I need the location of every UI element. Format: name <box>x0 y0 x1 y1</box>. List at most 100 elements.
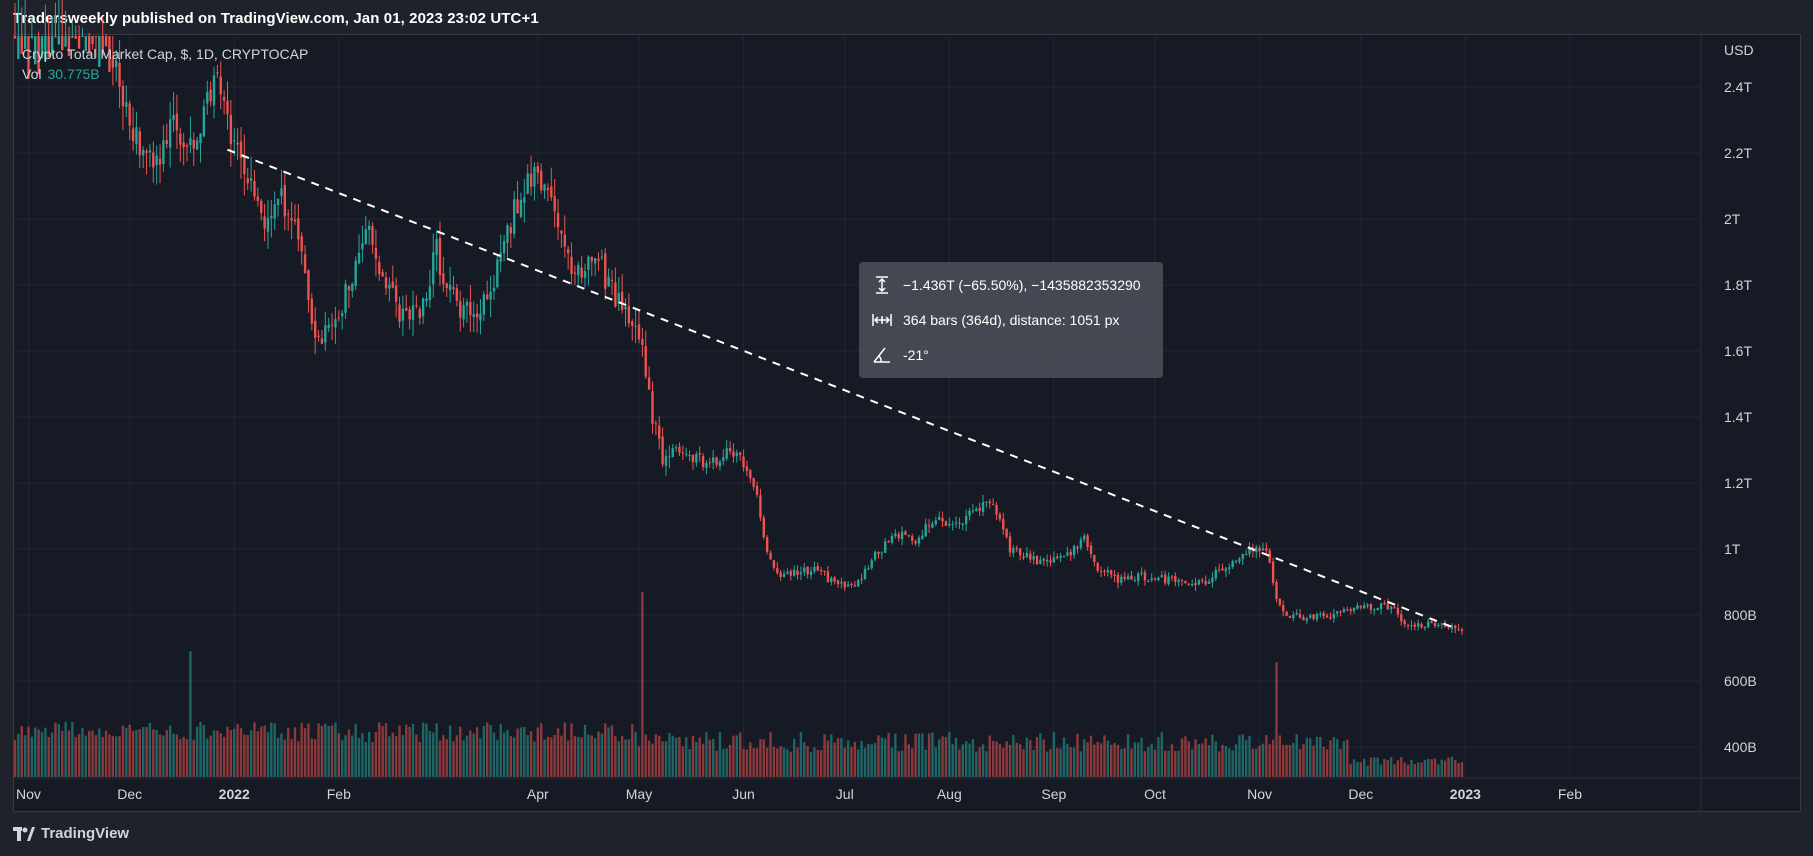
volume-bar <box>789 751 792 777</box>
candle-body <box>853 585 857 587</box>
candle-body <box>509 227 513 234</box>
time-tick-label: 2023 <box>1450 786 1481 802</box>
volume-bar <box>529 731 533 777</box>
volume-bar <box>870 744 873 777</box>
trendline[interactable] <box>227 148 1456 630</box>
volume-bar <box>641 592 644 777</box>
candle-body <box>914 540 917 544</box>
volume-bar <box>297 741 300 777</box>
volume-bar <box>1319 736 1322 777</box>
candle-body <box>64 36 67 47</box>
time-axis[interactable]: Nov Dec 2022 Feb Apr May Jun Jul Aug Sep Oct Nov Dec… <box>16 786 1582 802</box>
candle-body <box>809 571 813 576</box>
candle-body <box>482 294 486 315</box>
candle-body <box>40 36 44 59</box>
price-axis[interactable]: 2.4T 2.2T 2T 1.8T 1.6T 1.4T 1.2T 1T 800B 600B 400B <box>1724 79 1757 755</box>
volume-bar <box>1322 746 1325 777</box>
volume-bar <box>823 734 826 777</box>
volume-bar <box>1133 742 1137 777</box>
candle-body <box>324 325 327 343</box>
candle-body <box>179 133 182 145</box>
candle-body <box>1228 567 1231 570</box>
volume-bar <box>1140 737 1143 777</box>
candle-body <box>759 495 762 518</box>
volume-bar <box>894 733 897 777</box>
tradingview-brand[interactable]: TradingView <box>13 825 129 842</box>
volume-bar <box>523 726 526 777</box>
volume-bar <box>799 732 803 777</box>
candle-body <box>314 320 317 338</box>
candle-body <box>435 239 438 256</box>
candle-body <box>1089 545 1093 555</box>
volume-bar <box>887 732 890 777</box>
volume-bar <box>1066 743 1069 777</box>
candle-body <box>1322 613 1325 617</box>
volume-bar <box>843 747 846 777</box>
candle-body <box>985 501 988 503</box>
candle-body <box>924 524 927 537</box>
volume-bar <box>111 735 114 777</box>
volume-bar <box>145 727 148 777</box>
volume-bar <box>1389 757 1393 777</box>
candle-body <box>742 456 745 468</box>
volume-bar <box>968 743 971 777</box>
volume-bar <box>54 722 57 777</box>
candle-body <box>172 115 175 121</box>
candle-body <box>290 218 293 221</box>
candle-body <box>658 425 661 439</box>
candle-body <box>317 335 320 337</box>
volume-bar <box>1440 759 1443 777</box>
volume-bar <box>1433 758 1437 777</box>
volume-bar <box>1069 747 1072 777</box>
volume-bar <box>1332 737 1336 777</box>
volume-bar <box>813 747 816 777</box>
candle-body <box>462 305 465 320</box>
candle-body <box>1268 550 1271 563</box>
volume-bar <box>1363 758 1366 777</box>
candle-body <box>1349 609 1352 612</box>
volume-bar <box>445 739 448 777</box>
candle-body <box>1393 607 1396 609</box>
candle-body <box>890 535 894 543</box>
candle-body <box>30 36 34 39</box>
candle-body <box>506 225 509 243</box>
candle-body <box>1224 568 1228 572</box>
candle-body <box>145 151 148 153</box>
candle-body <box>1325 615 1329 618</box>
candle-body <box>1059 555 1062 558</box>
volume-bar <box>50 732 54 777</box>
volume-bar <box>607 727 610 777</box>
volume-bar <box>836 737 840 777</box>
time-tick-label: Apr <box>527 786 549 802</box>
volume-bar <box>1086 742 1089 777</box>
volume-bar <box>88 730 91 777</box>
candle-body <box>570 256 573 274</box>
time-tick-label: Feb <box>1558 786 1582 802</box>
volume-bar <box>472 733 475 777</box>
candle-body <box>357 252 361 264</box>
candle-body <box>877 552 880 554</box>
volume-bar <box>20 726 23 777</box>
time-tick-label: Feb <box>327 786 351 802</box>
candle-body <box>1265 548 1268 551</box>
candle-body <box>857 580 860 587</box>
volume-bar <box>806 746 809 777</box>
volume-bar <box>1416 762 1420 777</box>
volume-bar <box>128 724 131 777</box>
candle-body <box>685 454 688 456</box>
candle-body <box>185 145 189 147</box>
price-range-icon <box>876 276 888 294</box>
volume-bar <box>23 735 27 777</box>
volume-bar <box>357 737 361 777</box>
volume-bar <box>351 735 354 777</box>
candle-body <box>499 252 502 262</box>
candle-body <box>1137 573 1140 581</box>
candle-body <box>266 217 270 232</box>
candle-body <box>374 248 378 259</box>
chart-frame[interactable] <box>13 34 1801 812</box>
volume-bar <box>1410 759 1413 777</box>
volume-bar <box>324 723 327 777</box>
candle-body <box>104 36 108 47</box>
candle-body <box>307 270 310 300</box>
